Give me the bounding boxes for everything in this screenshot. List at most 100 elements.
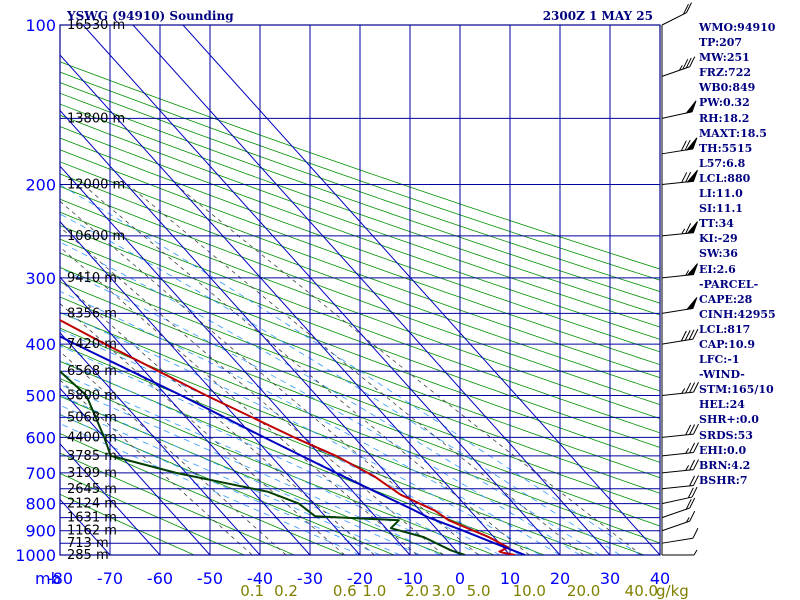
height-label: 2124 m [67, 497, 117, 512]
isotherm-line [182, 25, 660, 555]
temperature-tick-label: 30 [600, 569, 620, 588]
temperature-tick-label: -60 [147, 569, 173, 588]
height-label: 10600 m [67, 229, 125, 244]
isotherm-line [60, 387, 211, 555]
isotherm-line [60, 443, 161, 555]
moist-adiabat-line [60, 423, 361, 555]
wind-barb [661, 100, 697, 119]
mixing-ratio-unit: g/kg [656, 582, 689, 600]
isotherm-line [60, 220, 361, 555]
index-value: STM:165/10 [699, 383, 774, 397]
isotherm-line [60, 54, 511, 555]
index-value: EI:2.6 [699, 262, 736, 276]
wind-barb [661, 442, 699, 457]
isotherm-line [60, 109, 461, 555]
height-label: 713 m [67, 536, 109, 551]
index-value: PW:0.32 [699, 96, 750, 110]
height-label: 3199 m [67, 466, 117, 481]
height-label: 8356 m [67, 306, 117, 321]
moist-adiabat-line [60, 290, 561, 555]
height-label: 7420 m [67, 337, 117, 352]
wind-barb [661, 475, 699, 490]
index-value: BSHR:7 [699, 473, 748, 487]
mixing-ratio-label: 3.0 [432, 582, 456, 600]
index-value: WB0:849 [699, 81, 756, 95]
height-label: 5068 m [67, 410, 117, 425]
height-label: 16530 m [67, 18, 125, 33]
isotherm-line [0, 25, 10, 555]
moist-adiabat-line [60, 414, 381, 555]
mixing-ratio-label: 20.0 [567, 582, 600, 600]
height-label: 3785 m [67, 449, 117, 464]
chart-series [60, 318, 526, 555]
pressure-tick-label: 200 [25, 176, 56, 195]
index-value: HEL:24 [699, 398, 745, 412]
index-value: SRDS:53 [699, 428, 753, 442]
height-label: 1162 m [67, 524, 117, 539]
pressure-tick-label: 800 [25, 495, 56, 514]
pressure-tick-label: 400 [25, 335, 56, 354]
index-value: MW:251 [699, 51, 750, 65]
temperature-line [60, 318, 516, 555]
height-label: 1631 m [67, 511, 117, 526]
pressure-tick-label: 700 [25, 464, 56, 483]
wind-barb [661, 423, 699, 438]
index-value: -WIND- [699, 368, 745, 382]
temperature-tick-label: -30 [297, 569, 323, 588]
index-value: LFC:-1 [699, 353, 740, 367]
mixing-ratio-line [127, 184, 584, 555]
wind-barb [661, 486, 698, 505]
wind-barb [661, 528, 699, 544]
index-value: CINH:42955 [699, 307, 776, 321]
height-label: 12000 m [67, 178, 125, 193]
wind-barb [661, 297, 698, 314]
index-value: MAXT:18.5 [699, 126, 767, 140]
pressure-tick-label: 300 [25, 269, 56, 288]
index-value: LI:11.0 [699, 187, 743, 201]
wind-barb [661, 510, 696, 532]
moist-adiabat-line [60, 213, 621, 555]
index-value: L57:6.8 [699, 156, 746, 170]
index-value: EHI:0.0 [699, 443, 747, 457]
mixing-ratio-label: 0.6 [333, 582, 357, 600]
wind-barb [661, 56, 696, 77]
pressure-tick-label: 1000 [15, 546, 56, 565]
temperature-tick-label: 0 [455, 569, 465, 588]
height-label: 6568 m [67, 364, 117, 379]
wind-barb [661, 328, 699, 345]
index-value: SW:36 [699, 247, 738, 261]
mixing-ratio-label: 1.0 [362, 582, 386, 600]
temperature-tick-label: 20 [550, 569, 570, 588]
index-value: TT:34 [699, 217, 734, 231]
temperature-tick-label: -80 [47, 569, 73, 588]
mixing-ratio-line [175, 184, 642, 555]
index-value: FRZ:722 [699, 66, 752, 80]
isotherm-line [60, 276, 311, 555]
stability-indices-panel: WMO:94910 TP:207 MW:251 FRZ:722 WB0:849 PW:0.… [699, 20, 800, 488]
parcel-line [60, 335, 526, 555]
mixing-ratio-label: 5.0 [467, 582, 491, 600]
station-title: YSWG (94910) Sounding [66, 9, 234, 23]
height-label: 2645 m [67, 482, 117, 497]
index-value: LCL:817 [699, 322, 751, 336]
index-value: TH:5515 [699, 141, 753, 155]
index-value: LCL:880 [699, 171, 751, 185]
temperature-tick-label: -20 [347, 569, 373, 588]
chart-grid [0, 25, 660, 555]
temperature-tick-label: -10 [397, 569, 423, 588]
index-value: TP:207 [699, 36, 743, 50]
isotherm-line [132, 25, 611, 555]
index-value: KI:-29 [699, 232, 738, 246]
isotherm-line [60, 332, 261, 555]
index-value: WMO:94910 [699, 21, 776, 34]
temperature-tick-label: 40 [650, 569, 670, 588]
mixing-ratio-label: 0.1 [240, 582, 264, 600]
isotherm-line [82, 25, 561, 555]
wind-barb [661, 459, 699, 474]
index-value: CAP:10.9 [699, 337, 756, 351]
wind-barb [661, 169, 698, 186]
pressure-unit-label: mb [35, 569, 61, 588]
index-value: SHR+:0.0 [699, 413, 759, 427]
temperature-tick-label: -40 [247, 569, 273, 588]
